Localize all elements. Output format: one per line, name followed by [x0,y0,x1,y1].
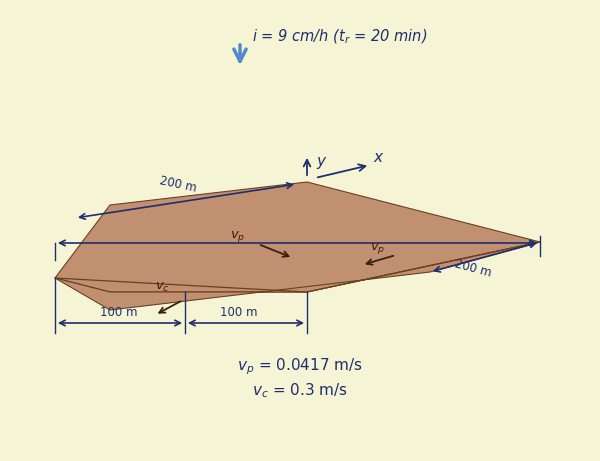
Text: $v_p$: $v_p$ [370,241,385,256]
Text: $v_c$: $v_c$ [155,281,170,294]
Text: 200 m: 200 m [453,258,493,280]
Text: $v_p$: $v_p$ [230,229,245,244]
Text: 100 m: 100 m [100,306,137,319]
Polygon shape [55,242,540,310]
Text: $v_c$ = 0.3 m/s: $v_c$ = 0.3 m/s [252,381,348,400]
Text: 200 m: 200 m [158,174,197,195]
Text: $i$ = 9 cm/h ($t_r$ = 20 min): $i$ = 9 cm/h ($t_r$ = 20 min) [252,28,427,46]
Polygon shape [55,182,540,292]
Text: 100 m: 100 m [220,306,257,319]
Text: $y$: $y$ [316,155,328,171]
Text: $v_p$ = 0.0417 m/s: $v_p$ = 0.0417 m/s [237,356,363,377]
Text: $x$: $x$ [373,150,385,165]
